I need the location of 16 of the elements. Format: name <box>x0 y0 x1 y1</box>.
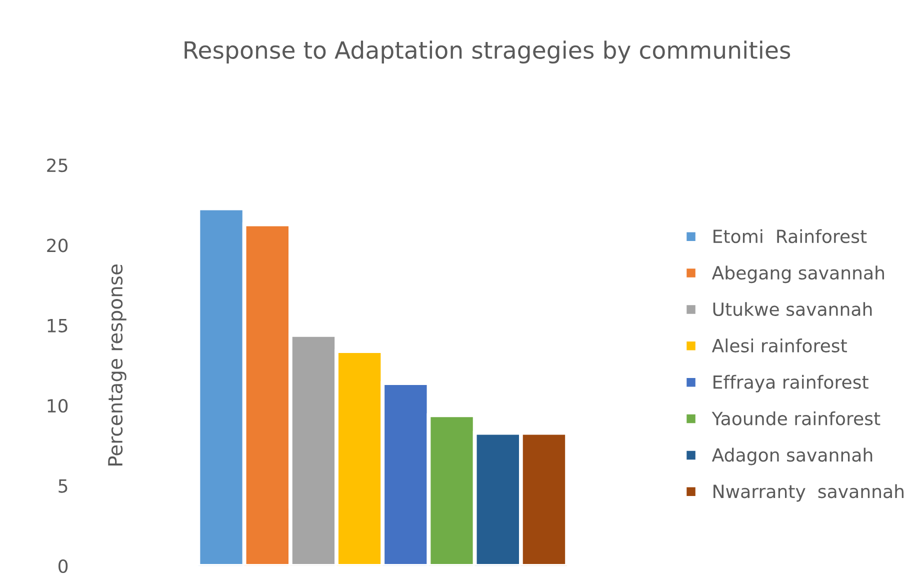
legend-label: Utukwe savannah <box>713 302 872 316</box>
legend-label: Adagon savannah <box>712 448 872 466</box>
y-axis-title: Percentage response <box>108 264 126 466</box>
legend-label: Etomi Rainforest <box>714 229 867 244</box>
chart-title: Response to Adaptation stragegies by communities <box>184 40 790 64</box>
y-tick-label: 10 <box>48 398 68 413</box>
y-tick-label: 15 <box>48 319 68 332</box>
y-tick-label: 20 <box>47 238 68 252</box>
legend-label: Abegang savannah <box>712 266 884 284</box>
y-tick-label: 25 <box>47 158 68 172</box>
legend-label: Alesi rainforest <box>712 338 847 352</box>
legend-label: Effraya rainforest <box>714 374 868 392</box>
y-tick-label: 0 <box>58 559 68 574</box>
legend-label: Yaounde rainforest <box>712 411 880 426</box>
legend-label: Nwarranty savannah <box>714 484 904 502</box>
y-tick-label: 5 <box>58 479 68 493</box>
